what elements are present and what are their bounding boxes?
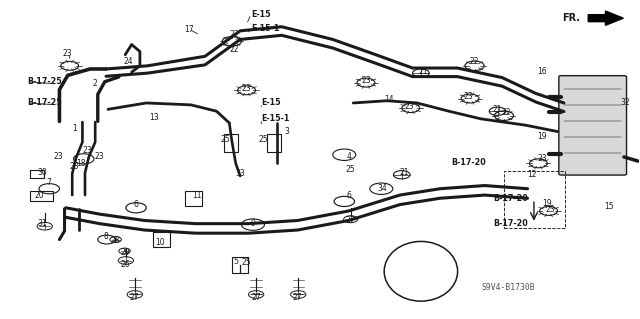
Text: 25: 25 [259, 135, 269, 144]
Text: 33: 33 [236, 169, 245, 178]
Text: B-17-25: B-17-25 [28, 77, 62, 86]
Text: 12: 12 [527, 170, 537, 179]
Text: 22: 22 [229, 30, 239, 39]
Text: 22: 22 [502, 108, 511, 117]
Text: E-15: E-15 [251, 10, 271, 19]
Text: 23: 23 [361, 76, 371, 85]
Text: 6: 6 [346, 190, 351, 200]
Text: 26: 26 [120, 260, 130, 270]
Text: 27: 27 [130, 293, 140, 302]
FancyArrow shape [588, 11, 623, 25]
Text: 23: 23 [545, 205, 555, 214]
Text: B-17-25: B-17-25 [28, 99, 62, 108]
Text: 6: 6 [134, 200, 138, 209]
Text: FR.: FR. [562, 13, 580, 23]
Text: 23: 23 [95, 152, 104, 161]
Text: 21: 21 [493, 105, 502, 114]
Text: 22: 22 [229, 45, 239, 55]
Text: 24: 24 [124, 57, 133, 66]
Bar [154, 232, 170, 247]
Text: 31: 31 [37, 219, 47, 228]
Text: B-17-20: B-17-20 [451, 158, 486, 167]
Text: E-15: E-15 [261, 99, 281, 108]
Text: 7: 7 [46, 178, 51, 187]
Text: 27: 27 [293, 293, 303, 302]
Text: 17: 17 [184, 25, 194, 34]
Text: 8: 8 [104, 232, 108, 241]
Text: 19: 19 [538, 132, 547, 141]
Text: 9: 9 [250, 219, 255, 228]
Text: 5: 5 [233, 257, 238, 266]
Bar [267, 134, 281, 152]
Text: 23: 23 [538, 154, 547, 163]
Text: 16: 16 [538, 67, 547, 76]
Text: 29: 29 [120, 248, 130, 257]
Text: 25: 25 [242, 258, 252, 267]
Text: 23: 23 [241, 84, 251, 93]
Bar [232, 257, 248, 272]
Text: 30: 30 [37, 168, 47, 177]
Text: 27: 27 [346, 216, 355, 225]
Text: B-17-20: B-17-20 [493, 194, 528, 203]
Text: 23: 23 [63, 48, 72, 58]
Text: 27: 27 [252, 293, 261, 302]
Text: 23: 23 [404, 102, 414, 111]
Text: 14: 14 [384, 95, 394, 104]
Text: S9V4-B1730B: S9V4-B1730B [481, 283, 535, 292]
Text: 23: 23 [69, 162, 79, 171]
Text: 20: 20 [34, 190, 44, 200]
Text: 34: 34 [378, 184, 387, 193]
Bar [223, 134, 237, 152]
FancyBboxPatch shape [559, 76, 627, 175]
Text: 25: 25 [221, 135, 230, 144]
Text: 10: 10 [156, 238, 165, 247]
Text: E-15-1: E-15-1 [261, 114, 290, 123]
Bar [504, 171, 564, 228]
Text: 1: 1 [72, 124, 77, 133]
Text: 21: 21 [419, 67, 428, 76]
Text: 15: 15 [604, 202, 614, 211]
Text: 19: 19 [542, 199, 552, 208]
Bar [30, 191, 53, 201]
Text: 22: 22 [470, 57, 479, 66]
Bar [30, 170, 44, 178]
Text: 25: 25 [346, 165, 355, 174]
Text: 21: 21 [399, 168, 409, 177]
Text: 23: 23 [82, 146, 92, 155]
Text: 28: 28 [111, 236, 120, 245]
Text: 23: 23 [463, 92, 473, 101]
Bar [185, 191, 202, 205]
Text: 32: 32 [620, 99, 630, 108]
Text: 13: 13 [149, 113, 159, 122]
Text: 3: 3 [284, 127, 289, 136]
Text: B-17-20: B-17-20 [493, 219, 528, 228]
Text: 18: 18 [76, 159, 85, 168]
Text: 23: 23 [53, 152, 63, 161]
Text: 11: 11 [193, 190, 202, 200]
Text: 4: 4 [346, 152, 351, 161]
Text: E-15-1: E-15-1 [251, 24, 280, 33]
Text: 2: 2 [93, 79, 97, 88]
